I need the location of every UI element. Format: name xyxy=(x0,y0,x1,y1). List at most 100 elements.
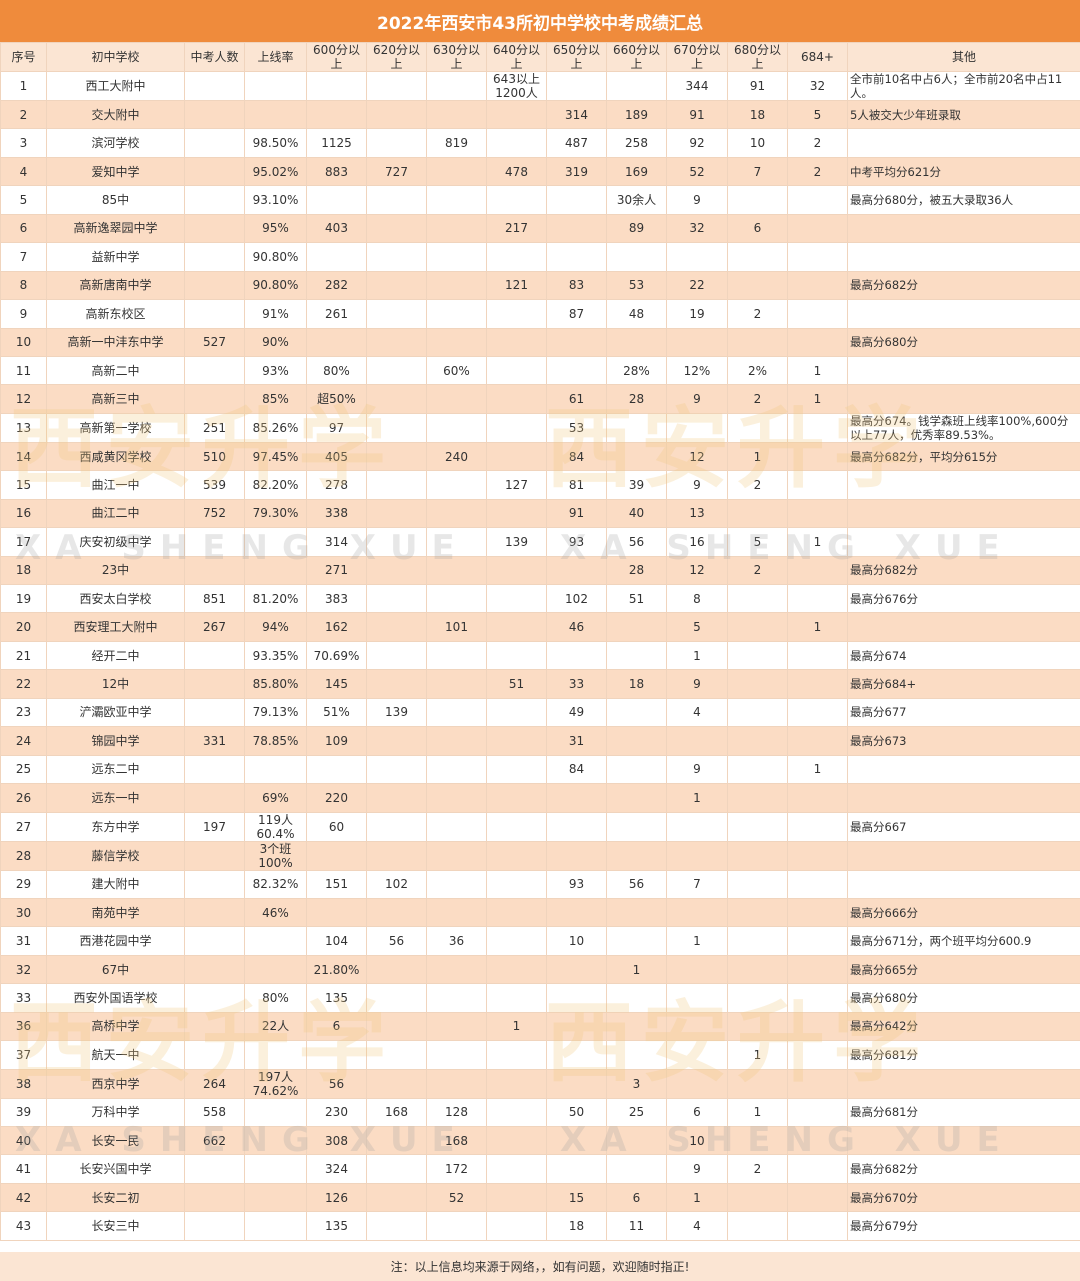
table-cell xyxy=(666,1011,728,1042)
table-cell: 40 xyxy=(606,498,667,529)
table-cell: 12中 xyxy=(46,669,185,699)
table-cell: 13 xyxy=(666,498,728,529)
table-cell: 23中 xyxy=(46,555,185,586)
table-cell xyxy=(486,355,547,386)
table-cell xyxy=(787,669,848,699)
table-cell: 267 xyxy=(184,612,245,642)
table-cell: 324 xyxy=(306,1154,367,1184)
table-cell xyxy=(546,71,607,101)
table-cell: 5 xyxy=(787,99,848,130)
table-cell xyxy=(727,1011,788,1042)
table-cell xyxy=(366,669,427,699)
table-cell xyxy=(606,612,667,642)
table-cell: 662 xyxy=(184,1125,245,1156)
table-cell: 883 xyxy=(306,156,367,187)
table-cell: 39 xyxy=(0,1097,47,1128)
table-cell xyxy=(787,583,848,614)
table-cell: 10 xyxy=(0,327,47,357)
table-cell xyxy=(366,1040,427,1070)
table-cell: 169 xyxy=(606,156,667,187)
table-cell: 52 xyxy=(666,156,728,187)
table-cell: 220 xyxy=(306,783,367,813)
table-cell xyxy=(606,441,667,472)
table-row: 20 西安理工大附中 267 94% 162 101 46 5 1 xyxy=(0,612,1080,642)
table-cell xyxy=(184,1154,245,1184)
table-cell xyxy=(184,869,245,899)
table-cell: 25 xyxy=(606,1097,667,1128)
table-cell xyxy=(244,1211,307,1241)
table-cell xyxy=(244,1125,307,1156)
table-cell: 超50% xyxy=(306,384,367,414)
table-cell: 49 xyxy=(546,697,607,728)
table-cell xyxy=(847,754,1080,785)
table-cell: 最高分680分 xyxy=(847,327,1080,357)
table-cell xyxy=(426,470,487,500)
table-cell xyxy=(606,897,667,928)
table-cell xyxy=(546,1154,607,1184)
table-cell: 7 xyxy=(727,156,788,187)
table-cell: 258 xyxy=(606,128,667,158)
table-cell: 1 xyxy=(666,783,728,813)
table-cell xyxy=(184,128,245,158)
table-cell: 32 xyxy=(666,213,728,244)
table-cell: 61 xyxy=(546,384,607,414)
table-row: 31 西港花园中学 104 56 36 10 1 最高分671分，两个班平均分600.9 xyxy=(0,926,1080,956)
table-cell: 2% xyxy=(727,355,788,386)
table-cell xyxy=(184,270,245,301)
table-cell: 9 xyxy=(666,669,728,699)
table-cell: 最高分684+ xyxy=(847,669,1080,699)
table-cell: 远东一中 xyxy=(46,783,185,813)
table-cell xyxy=(366,1125,427,1156)
table-cell xyxy=(306,327,367,357)
table-cell xyxy=(306,754,367,785)
table-cell: 197 xyxy=(184,811,245,842)
table-cell xyxy=(606,640,667,671)
table-cell: 12 xyxy=(666,555,728,586)
table-cell: 85% xyxy=(244,384,307,414)
header-row: 序号 初中学校 中考人数 上线率 600分以上 620分以上 630分以上 640分以上 650… xyxy=(0,42,1080,72)
table-cell xyxy=(244,1182,307,1213)
table-cell xyxy=(727,697,788,728)
column-header: 600分以上 xyxy=(306,42,367,72)
table-cell: 最高分665分 xyxy=(847,954,1080,985)
table-cell xyxy=(787,726,848,756)
column-header: 660分以上 xyxy=(606,42,667,72)
table-cell xyxy=(486,441,547,472)
table-row: 39 万科中学 558 230 168 128 50 25 6 1 最高分681分 xyxy=(0,1097,1080,1128)
table-cell: 405 xyxy=(306,441,367,472)
table-cell: 2 xyxy=(727,470,788,500)
table-cell xyxy=(546,1068,607,1099)
table-cell xyxy=(606,811,667,842)
table-cell xyxy=(426,697,487,728)
table-cell: 最高分681分 xyxy=(847,1040,1080,1070)
table-cell xyxy=(546,840,607,871)
table-cell: 18 xyxy=(546,1211,607,1241)
table-cell: 37 xyxy=(0,1040,47,1070)
table-cell xyxy=(426,327,487,357)
table-cell: 104 xyxy=(306,926,367,956)
table-cell xyxy=(546,213,607,244)
table-cell xyxy=(486,99,547,130)
table-cell xyxy=(727,612,788,642)
table-cell xyxy=(486,555,547,586)
table-cell: 85.80% xyxy=(244,669,307,699)
table-cell xyxy=(426,754,487,785)
table-cell xyxy=(606,1040,667,1070)
table-cell xyxy=(606,783,667,813)
table-cell: 最高分681分 xyxy=(847,1097,1080,1128)
table-cell xyxy=(426,869,487,899)
table-cell: 1 xyxy=(666,926,728,956)
table-cell xyxy=(666,840,728,871)
table-cell: 727 xyxy=(366,156,427,187)
table-cell xyxy=(787,213,848,244)
table-row: 32 67中 21.80% 1 最高分665分 xyxy=(0,954,1080,985)
table-cell: 1 xyxy=(0,71,47,101)
table-cell xyxy=(606,71,667,101)
table-cell: 6 xyxy=(606,1182,667,1213)
table-cell: 81 xyxy=(546,470,607,500)
table-cell: 139 xyxy=(486,527,547,557)
table-cell xyxy=(847,498,1080,529)
table-cell: 56 xyxy=(606,527,667,557)
table-cell: 172 xyxy=(426,1154,487,1184)
table-cell: 403 xyxy=(306,213,367,244)
